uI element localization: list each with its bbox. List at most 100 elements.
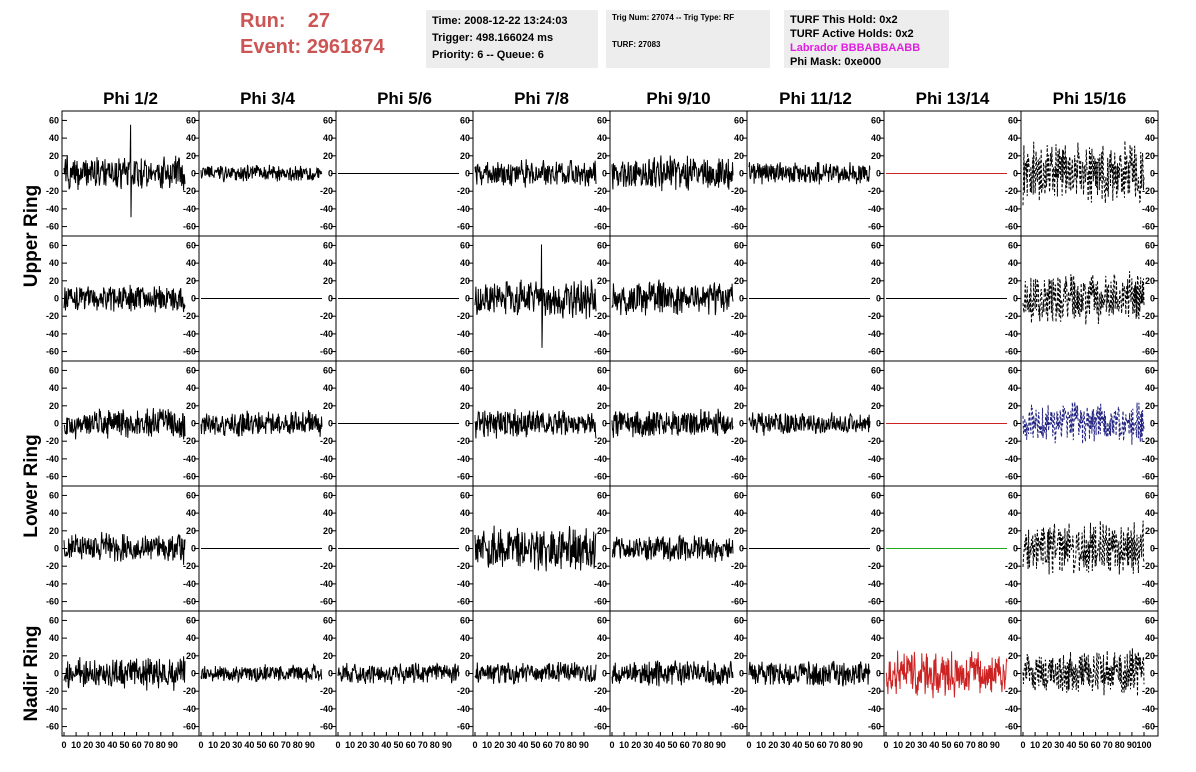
run-value: 27	[307, 10, 331, 32]
y-tick-label-right: 20	[1145, 151, 1155, 161]
y-tick-label-right: 40	[1008, 633, 1018, 643]
x-tick-label: 40	[518, 740, 528, 750]
y-tick-label-right: -40	[1005, 579, 1018, 589]
y-tick-label-right: 60	[871, 240, 881, 250]
x-tick-label: 90	[305, 740, 315, 750]
y-tick-label-right: -20	[183, 561, 196, 571]
y-tick-label-right: 40	[323, 258, 333, 268]
x-tick-label: 70	[281, 740, 291, 750]
y-tick-label-right: 20	[1008, 651, 1018, 661]
y-tick-label-right: -60	[183, 597, 196, 607]
trigger-text: Trigger: 498.166024 ms	[432, 32, 554, 44]
y-tick-label-right: 20	[1008, 401, 1018, 411]
waveform-trace	[474, 408, 597, 439]
y-tick-label-right: 40	[323, 133, 333, 143]
x-tick-label: 70	[418, 740, 428, 750]
y-tick-label-right: 0	[328, 294, 333, 304]
y-tick-label-right: 0	[1013, 544, 1018, 554]
y-tick-label-left: 20	[49, 151, 59, 161]
y-tick-label-right: -40	[183, 704, 196, 714]
y-tick-label-right: 0	[1013, 294, 1018, 304]
y-tick-label-right: -20	[731, 186, 744, 196]
y-tick-label-right: 60	[597, 615, 607, 625]
x-tick-label: 10	[756, 740, 766, 750]
x-tick-label: 10	[71, 740, 81, 750]
y-tick-label-right: -40	[594, 204, 607, 214]
y-tick-label-right: 40	[1145, 133, 1155, 143]
y-tick-label-right: -20	[320, 686, 333, 696]
x-tick-label: 30	[917, 740, 927, 750]
y-tick-label-right: -60	[1005, 222, 1018, 232]
y-tick-label-right: 60	[186, 115, 196, 125]
x-tick-label: 20	[357, 740, 367, 750]
x-tick-label: 90	[579, 740, 589, 750]
y-tick-label-right: -40	[594, 704, 607, 714]
y-tick-label-right: -40	[1142, 704, 1155, 714]
x-tick-label: 30	[1054, 740, 1064, 750]
y-tick-label-right: 0	[465, 294, 470, 304]
y-tick-label-right: -40	[457, 704, 470, 714]
y-tick-label-left: 0	[54, 419, 59, 429]
x-tick-label: 100	[1136, 740, 1151, 750]
y-tick-label-right: 20	[323, 526, 333, 536]
x-tick-label: 20	[631, 740, 641, 750]
y-tick-label-right: -60	[1142, 722, 1155, 732]
y-tick-label-right: 0	[602, 669, 607, 679]
waveform-trace	[1022, 520, 1145, 575]
y-tick-label-right: -20	[1005, 436, 1018, 446]
y-tick-label-right: 20	[597, 401, 607, 411]
y-tick-label-left: 60	[49, 240, 59, 250]
x-tick-label: 0	[198, 740, 203, 750]
y-tick-label-left: 20	[49, 401, 59, 411]
x-tick-label: 30	[643, 740, 653, 750]
y-tick-label-right: -40	[457, 579, 470, 589]
y-tick-label-right: 40	[186, 258, 196, 268]
y-tick-label-left: -20	[46, 186, 59, 196]
y-tick-label-right: -60	[1142, 222, 1155, 232]
y-tick-label-left: -40	[46, 454, 59, 464]
row-label: Nadir Ring	[21, 625, 42, 721]
y-tick-label-right: 40	[734, 633, 744, 643]
column-title: Phi 1/2	[103, 89, 158, 108]
x-tick-label: 50	[393, 740, 403, 750]
y-tick-label-right: -40	[1142, 329, 1155, 339]
y-tick-label-right: 0	[191, 419, 196, 429]
y-tick-label-right: -20	[457, 436, 470, 446]
y-tick-label-right: 20	[871, 276, 881, 286]
y-tick-label-right: 40	[871, 258, 881, 268]
y-tick-label-right: 20	[1008, 526, 1018, 536]
y-tick-label-right: -40	[731, 454, 744, 464]
x-tick-label: 0	[883, 740, 888, 750]
trigger-info-panel: Trig Num: 27074 -- Trig Type: RF TURF: 2…	[606, 10, 770, 68]
y-tick-label-right: -20	[1142, 686, 1155, 696]
x-tick-label: 50	[256, 740, 266, 750]
event-value: 2961874	[306, 36, 385, 58]
y-tick-label-right: 40	[1008, 383, 1018, 393]
y-tick-label-right: 40	[597, 633, 607, 643]
y-tick-label-right: -60	[183, 472, 196, 482]
y-tick-label-left: 60	[49, 490, 59, 500]
y-tick-label-right: 40	[1145, 508, 1155, 518]
y-tick-label-right: -20	[1005, 311, 1018, 321]
waveform-trace	[337, 662, 460, 685]
y-tick-label-right: 60	[1145, 490, 1155, 500]
y-tick-label-right: -60	[731, 347, 744, 357]
y-tick-label-right: 0	[1150, 544, 1155, 554]
y-tick-label-right: -60	[731, 722, 744, 732]
x-tick-label: 40	[1066, 740, 1076, 750]
y-tick-label-right: 40	[871, 383, 881, 393]
y-tick-label-right: -60	[594, 722, 607, 732]
x-tick-label: 70	[144, 740, 154, 750]
x-tick-label: 60	[1091, 740, 1101, 750]
y-tick-label-right: -40	[868, 204, 881, 214]
y-tick-label-right: -60	[731, 472, 744, 482]
y-tick-label-right: -60	[1142, 597, 1155, 607]
y-tick-label-right: 20	[597, 651, 607, 661]
y-tick-label-right: -60	[868, 597, 881, 607]
y-tick-label-right: 0	[191, 544, 196, 554]
x-tick-label: 90	[990, 740, 1000, 750]
y-tick-label-right: -40	[320, 204, 333, 214]
x-tick-label: 10	[619, 740, 629, 750]
y-tick-label-right: 20	[734, 401, 744, 411]
